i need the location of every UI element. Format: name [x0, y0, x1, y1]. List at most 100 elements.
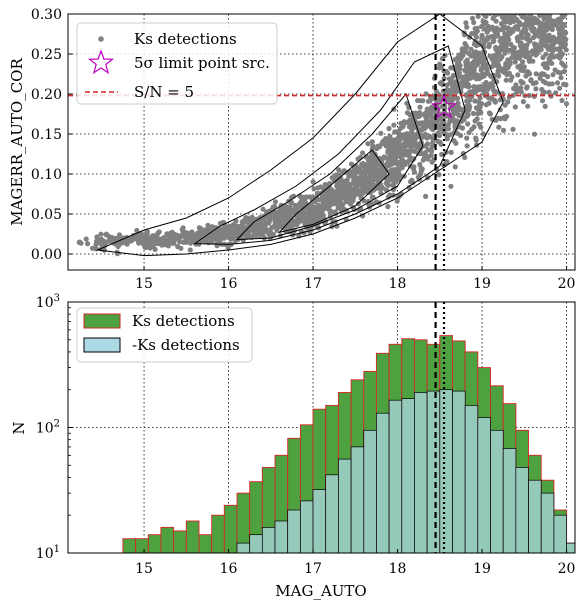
scatter-point [267, 211, 273, 217]
scatter-point [560, 4, 565, 9]
top-y-axis-label: MAGERR_AUTO_COR [8, 58, 26, 226]
scatter-point [547, 6, 552, 11]
scatter-point [542, 36, 548, 43]
scatter-point [547, 35, 553, 41]
scatter-point [267, 216, 273, 222]
scatter-point [187, 247, 193, 253]
scatter-point [360, 213, 366, 219]
scatter-point [462, 154, 468, 160]
bottom-panel: 15 16 17 18 19 20 101 102 103 MAG_AUTO N Ks dete… [10, 293, 576, 600]
scatter-point [369, 181, 375, 187]
scatter-point [311, 198, 317, 204]
scatter-point [493, 44, 499, 51]
scatter-point [396, 167, 402, 173]
scatter-point [501, 46, 507, 52]
scatter-point [429, 120, 435, 126]
nks-bar [502, 448, 517, 553]
scatter-point [495, 26, 502, 33]
scatter-point [466, 107, 472, 113]
scatter-point [464, 69, 470, 75]
bottom-x-axis-label: MAG_AUTO [275, 582, 366, 600]
scatter-point [539, 42, 545, 48]
scatter-point [350, 190, 356, 196]
scatter-point [304, 211, 310, 217]
scatter-point [483, 19, 489, 26]
scatter-point [551, 7, 556, 12]
scatter-point [509, 0, 514, 3]
scatter-point [260, 230, 266, 237]
scatter-point [510, 126, 516, 132]
nks-bar [515, 467, 529, 553]
scatter-point [436, 172, 442, 178]
scatter-point [519, 14, 526, 20]
scatter-point [489, 56, 495, 62]
scatter-point [518, 1, 523, 6]
scatter-point [546, 6, 551, 11]
nks-bar [477, 417, 491, 553]
scatter-point [479, 34, 485, 40]
nks-bar [452, 390, 466, 553]
scatter-point [496, 124, 502, 130]
scatter-point [525, 0, 530, 3]
scatter-point [404, 159, 410, 165]
top-legend-label-3: S/N = 5 [134, 83, 194, 101]
scatter-point [471, 41, 477, 47]
scatter-point [486, 1, 491, 6]
scatter-point [274, 227, 280, 233]
scatter-point [461, 74, 467, 80]
scatter-point [495, 33, 501, 39]
scatter-point [362, 188, 368, 194]
scatter-point [533, 86, 539, 92]
scatter-point [509, 74, 515, 80]
scatter-point [537, 0, 542, 5]
scatter-point [297, 200, 303, 206]
scatter-point [403, 142, 409, 148]
nks-bar [249, 534, 263, 553]
scatter-point [373, 164, 379, 170]
scatter-point [390, 161, 396, 167]
scatter-point [256, 228, 263, 234]
scatter-point [492, 99, 498, 105]
scatter-point [546, 43, 552, 49]
scatter-point [528, 14, 534, 19]
scatter-point [502, 30, 508, 37]
scatter-point [524, 6, 529, 11]
scatter-point [555, 35, 562, 41]
top-x-tick-label: 20 [558, 276, 576, 292]
scatter-point [546, 89, 552, 95]
scatter-point [423, 110, 429, 116]
bottom-nks-bars [236, 389, 575, 553]
top-y-tick-label: 0.30 [31, 7, 62, 23]
scatter-point [525, 0, 530, 2]
scatter-point [498, 35, 505, 42]
scatter-point [484, 8, 489, 13]
scatter-point [309, 202, 315, 208]
scatter-point [175, 244, 181, 250]
scatter-point [484, 70, 490, 76]
scatter-point [288, 200, 294, 206]
scatter-point [369, 152, 375, 158]
scatter-point [475, 84, 481, 90]
scatter-point [512, 3, 517, 8]
scatter-point [332, 197, 338, 203]
scatter-point [464, 98, 470, 104]
scatter-point [493, 18, 499, 24]
nks-bar [401, 398, 415, 553]
scatter-point [521, 64, 527, 70]
scatter-point [512, 104, 518, 110]
scatter-point [487, 83, 493, 90]
scatter-point [558, 1, 563, 6]
scatter-point [500, 2, 505, 7]
scatter-point [488, 95, 494, 101]
scatter-point [519, 6, 524, 11]
scatter-point [272, 199, 278, 205]
scatter-point [519, 34, 525, 41]
scatter-point [473, 135, 479, 141]
scatter-point [507, 20, 513, 26]
scatter-point [461, 81, 467, 87]
scatter-point [406, 133, 412, 139]
scatter-point [533, 19, 540, 26]
nks-bar [274, 520, 289, 553]
scatter-point [260, 219, 266, 226]
scatter-point [343, 199, 349, 205]
